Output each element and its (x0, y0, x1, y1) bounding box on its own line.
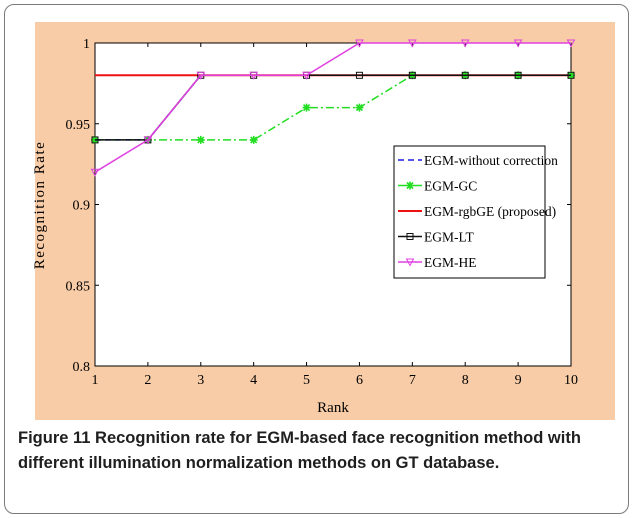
x-tick-label: 4 (250, 373, 257, 388)
legend-entry: EGM-HE (398, 255, 477, 270)
data-point (355, 71, 363, 79)
figure-caption: Figure 11 Recognition rate for EGM-based… (18, 426, 618, 476)
series-line (95, 74, 571, 141)
data-point-dot (304, 105, 309, 110)
data-point (405, 258, 415, 267)
x-tick-label: 6 (356, 373, 363, 388)
caption-text: Recognition rate for EGM-based face reco… (18, 429, 581, 472)
legend-label: EGM-rgbGE (proposed) (424, 204, 556, 219)
x-tick-label: 7 (409, 373, 416, 388)
data-point (143, 136, 153, 145)
y-tick-label: 0.9 (73, 199, 91, 214)
data-point (355, 39, 364, 48)
data-point (249, 71, 259, 80)
legend-label: EGM-without correction (424, 153, 558, 168)
legend-label: EGM-LT (424, 230, 475, 245)
x-tick-label: 1 (92, 373, 99, 388)
legend-label: EGM-GC (424, 179, 477, 194)
y-tick-label: 0.95 (66, 118, 91, 133)
data-point (460, 39, 470, 48)
data-point (90, 168, 100, 177)
x-axis-label: Rank (317, 400, 349, 416)
y-tick-label: 1 (83, 37, 90, 52)
data-point (406, 233, 414, 240)
data-point-dot (408, 183, 412, 188)
series-line (94, 42, 571, 173)
series-egm-he (90, 39, 576, 177)
x-tick-label: 9 (515, 373, 522, 388)
data-point (408, 71, 416, 79)
data-point (513, 39, 523, 48)
data-point (196, 71, 206, 80)
data-point-dot (251, 137, 256, 142)
x-tick-label: 5 (303, 373, 310, 388)
x-tick-label: 8 (462, 373, 469, 388)
figure-number: Figure 11 (18, 429, 91, 447)
legend-entry: EGM-without correction (398, 153, 558, 168)
legend-entry: EGM-GC (398, 179, 477, 194)
line-chart: 1 2 3 4 5 6 7 8 9 10 0.8 0.85 0.9 0.95 1 EGM-without c… (32, 37, 578, 416)
data-point (302, 71, 311, 80)
data-point-dot (357, 105, 362, 110)
y-axis-label: Recognition Rate (32, 141, 48, 270)
data-point (566, 39, 576, 48)
legend-entry: EGM-LT (398, 230, 475, 245)
legend-label: EGM-HE (424, 255, 477, 270)
y-tick-label: 0.8 (73, 360, 91, 375)
data-point (514, 71, 522, 79)
legend-entry: EGM-rgbGE (proposed) (398, 204, 556, 219)
x-tick-label: 10 (564, 373, 578, 388)
data-point (407, 39, 417, 48)
data-point-dot (198, 137, 203, 142)
data-point (567, 71, 575, 79)
data-point (461, 71, 469, 79)
x-tick-label: 3 (197, 373, 204, 388)
x-tick-label: 2 (144, 373, 151, 388)
data-point (91, 136, 99, 144)
y-tick-label: 0.85 (66, 279, 91, 294)
